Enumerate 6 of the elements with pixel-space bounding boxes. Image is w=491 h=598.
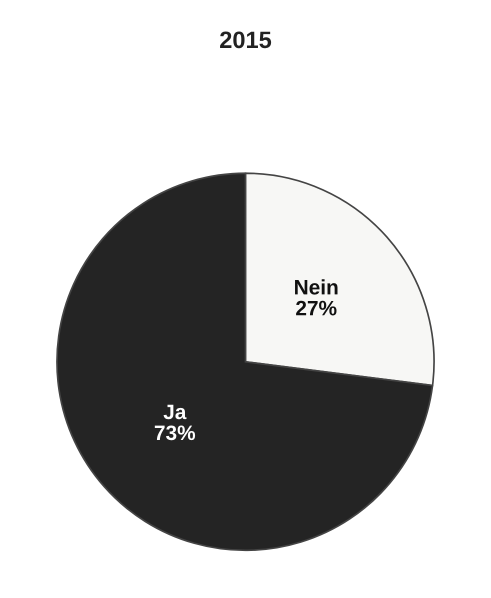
data-label: 27% bbox=[296, 300, 337, 316]
data-label: 73% bbox=[154, 425, 196, 440]
chart-title: 2015 bbox=[220, 31, 272, 48]
pie-slice bbox=[56, 172, 434, 552]
slice-label: Ja bbox=[164, 404, 187, 420]
slice-label: Nein bbox=[295, 279, 338, 295]
